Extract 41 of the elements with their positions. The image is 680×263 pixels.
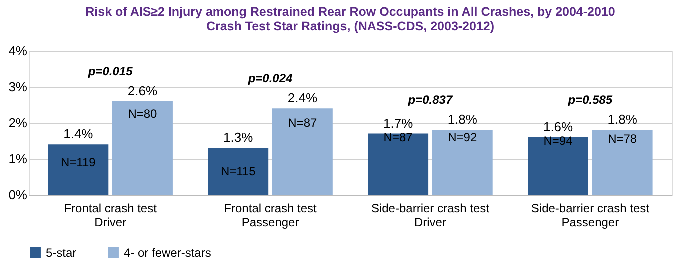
bar bbox=[592, 130, 653, 195]
bar bbox=[272, 108, 333, 195]
annotation: p=0.015 bbox=[87, 64, 134, 78]
bar bbox=[208, 148, 269, 195]
y-tick-label: 0% bbox=[8, 188, 28, 202]
text: Risk of AIS≥2 Injury among Restrained Rear Row Occupants in All Crashes, by 2004-2010 bbox=[86, 5, 616, 19]
text: Crash Test Star Ratings, (NASS-CDS, 2003-2012) bbox=[206, 20, 495, 34]
annotation: N=78 bbox=[608, 132, 638, 146]
annotation: p=0.837 bbox=[407, 93, 454, 108]
data-label: 2.4% bbox=[288, 90, 318, 106]
annotation: N=92 bbox=[448, 130, 478, 144]
annotation: N=115 bbox=[220, 164, 256, 179]
x-tick-label: Side-barrier crash test Passenger bbox=[531, 202, 650, 230]
data-label: 1.4% bbox=[64, 126, 94, 142]
bar bbox=[48, 144, 109, 195]
bar bbox=[112, 101, 173, 195]
y-tick-label: 4% bbox=[8, 44, 28, 58]
legend-label: 5-star bbox=[46, 246, 77, 260]
annotation: N=87 bbox=[288, 116, 318, 130]
annotation: p=0.585 bbox=[567, 93, 613, 108]
y-tick-label: 1% bbox=[8, 152, 28, 166]
x-tick-label: Frontal crash test Passenger bbox=[224, 202, 318, 230]
data-label: 1.8% bbox=[608, 112, 638, 128]
y-tick-label: 3% bbox=[8, 80, 28, 94]
data-label: 1.8% bbox=[448, 112, 478, 128]
bar bbox=[368, 134, 429, 195]
y-tick-label: 2% bbox=[8, 116, 28, 130]
x-tick-label: Frontal crash test Driver bbox=[64, 202, 158, 230]
annotation: N=119 bbox=[61, 156, 96, 170]
x-tick-label: Side-barrier crash test Driver bbox=[371, 202, 490, 230]
legend-label: 4- or fewer-stars bbox=[124, 246, 212, 260]
data-label: 1.3% bbox=[224, 130, 254, 146]
data-label: 2.6% bbox=[128, 83, 158, 98]
data-label: 1.7% bbox=[384, 116, 414, 131]
annotation: N=94 bbox=[544, 134, 574, 148]
annotation: p=0.024 bbox=[247, 72, 294, 86]
annotation: N=80 bbox=[128, 107, 158, 121]
annotation: N=87 bbox=[384, 130, 414, 144]
data-label: 1.6% bbox=[543, 119, 574, 134]
bar bbox=[528, 137, 588, 195]
bar bbox=[432, 130, 493, 195]
